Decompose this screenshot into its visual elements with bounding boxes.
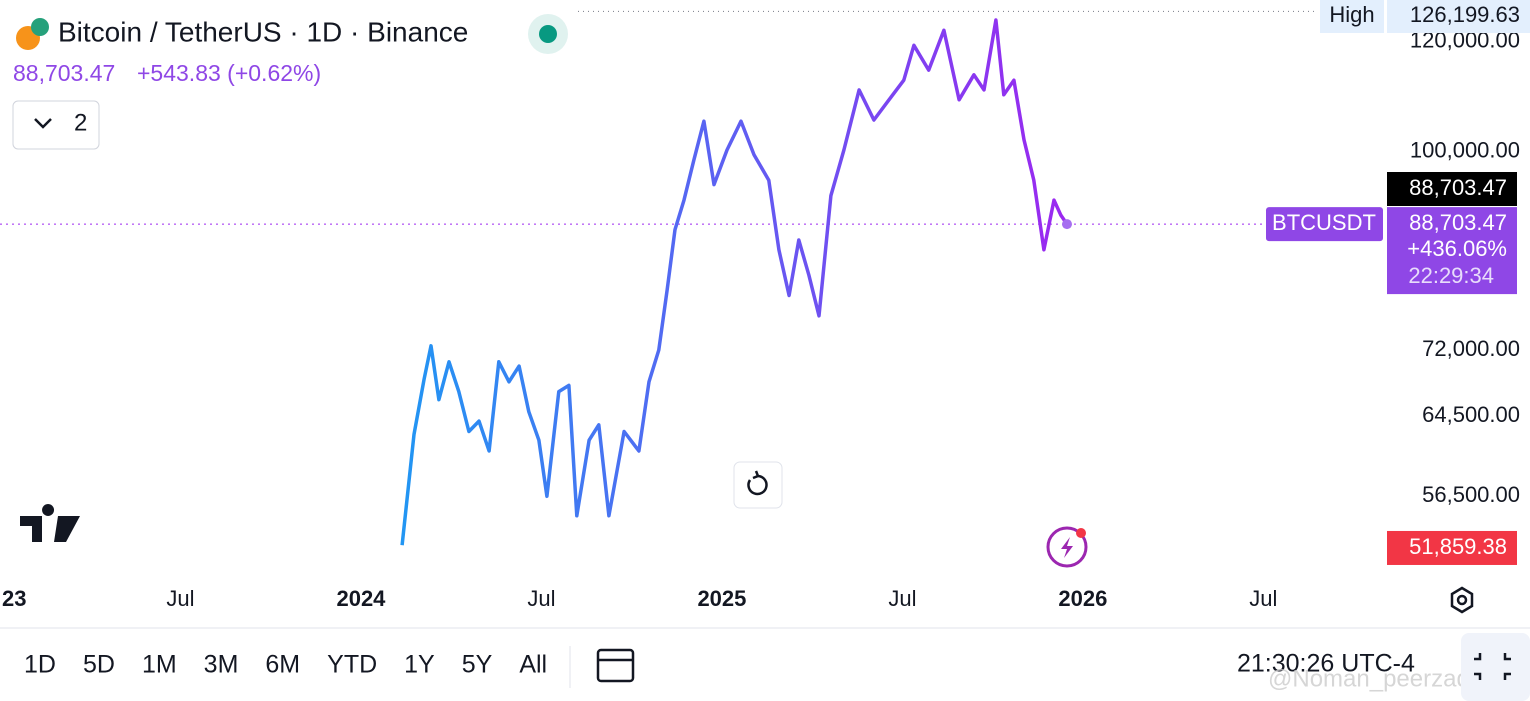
watermark: @Noman_peerzada [1268, 665, 1484, 692]
high-tag-label: High [1329, 2, 1374, 27]
range-button[interactable]: 1M [142, 651, 177, 679]
calendar-icon [596, 648, 635, 683]
fullscreen-button[interactable] [1461, 633, 1530, 701]
symbol-tag [1266, 207, 1383, 242]
range-button[interactable]: All [519, 651, 547, 679]
settings-button[interactable] [1450, 586, 1474, 614]
last-price-box [1387, 207, 1517, 295]
settings-icon [1456, 594, 1468, 606]
y-tick-label: 72,000.00 [1422, 336, 1520, 361]
y-tick-label: 100,000.00 [1410, 138, 1520, 163]
indicator-count: 2 [74, 109, 87, 136]
x-tick-label: 2026 [1058, 586, 1107, 611]
indicator-price: 88,703.47 [1409, 175, 1507, 200]
range-button[interactable]: 3M [204, 651, 239, 679]
price-line [400, 18, 1069, 546]
reset-icon [747, 470, 768, 496]
indicator-toggle[interactable] [12, 100, 100, 150]
high-value-box [1387, 0, 1530, 33]
x-tick-label: Jul [527, 586, 555, 611]
flash-icon [1061, 537, 1073, 558]
x-tick-label: 23 [2, 586, 26, 611]
last-price: 88,703.47 [13, 60, 115, 86]
x-tick-label: 2025 [697, 586, 746, 611]
usdt-icon [31, 18, 49, 36]
news-badge [1076, 528, 1086, 538]
range-button[interactable]: YTD [327, 651, 377, 679]
x-tick-label: Jul [166, 586, 194, 611]
last-price-label: 88,703.47 [1409, 210, 1507, 235]
range-button[interactable]: 1Y [404, 651, 435, 679]
symbol-title: Bitcoin / TetherUS · 1D · Binance [58, 16, 468, 47]
range-button[interactable]: 1D [24, 651, 56, 679]
y-tick-label: 64,500.00 [1422, 402, 1520, 427]
last-change: +436.06% [1407, 236, 1507, 261]
tv-logo [20, 504, 80, 542]
low-box [1387, 530, 1517, 565]
price-change: +543.83 (+0.62%) [137, 60, 321, 86]
date-range-button[interactable] [596, 648, 635, 683]
x-tick-label: 2024 [336, 586, 386, 611]
indicator-price-box [1387, 172, 1517, 206]
x-tick-label: Jul [888, 586, 916, 611]
last-point [1061, 219, 1072, 230]
chevron-icon [34, 118, 52, 129]
x-tick-label: Jul [1249, 586, 1277, 611]
clock[interactable]: 21:30:26 UTC-4 [1237, 650, 1415, 678]
fullscreen-icon [1474, 653, 1511, 680]
y-tick-label: 56,500.00 [1422, 482, 1520, 507]
range-button[interactable]: 5Y [462, 651, 493, 679]
market-status[interactable] [539, 25, 557, 43]
high-tag [1320, 0, 1384, 33]
replay-button[interactable] [733, 461, 783, 509]
low-label: 51,859.38 [1409, 534, 1507, 559]
symbol-tag-label: BTCUSDT [1272, 210, 1376, 235]
high-value: 126,199.63 [1410, 2, 1520, 27]
news-button[interactable] [1046, 526, 1088, 568]
range-button[interactable]: 6M [265, 651, 300, 679]
range-button[interactable]: 5D [83, 651, 115, 679]
countdown: 22:29:34 [1408, 263, 1494, 288]
